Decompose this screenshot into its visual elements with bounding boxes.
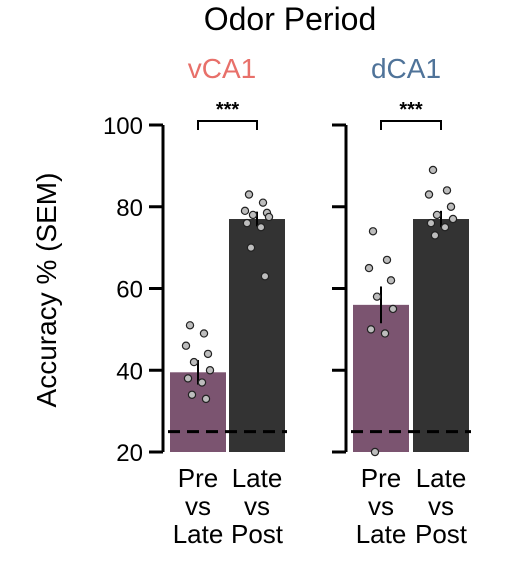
data-point xyxy=(187,390,197,399)
significance-label: *** xyxy=(216,99,240,121)
category-label: Post xyxy=(231,519,284,549)
data-point xyxy=(201,394,211,404)
data-point xyxy=(258,198,268,207)
category-label: vs xyxy=(244,491,270,521)
data-point xyxy=(382,255,392,265)
data-point xyxy=(364,263,374,273)
data-point xyxy=(264,212,274,222)
category-label: vs xyxy=(368,491,394,521)
bar xyxy=(170,372,226,452)
category-label: Late xyxy=(173,519,224,549)
significance-bracket xyxy=(197,120,258,130)
data-point xyxy=(440,222,450,232)
bar xyxy=(413,219,469,452)
data-point xyxy=(388,304,398,314)
data-point xyxy=(183,374,193,383)
data-point xyxy=(428,165,438,175)
data-point xyxy=(197,378,207,387)
data-point xyxy=(256,222,266,232)
y-tick-label: 60 xyxy=(116,277,143,304)
data-point xyxy=(199,329,209,338)
category-label: Post xyxy=(415,519,468,549)
data-point xyxy=(189,357,199,367)
data-point xyxy=(203,349,213,359)
y-tick-label: 80 xyxy=(116,195,143,222)
data-point xyxy=(442,186,452,195)
category-label: vs xyxy=(185,491,211,521)
data-point xyxy=(260,272,270,281)
data-point xyxy=(370,447,380,457)
panels: vCA120406080100PrevsLateLatevsPost***dCA… xyxy=(103,53,471,549)
data-point xyxy=(380,329,390,338)
data-point xyxy=(426,218,436,228)
data-point xyxy=(205,366,215,375)
data-point xyxy=(185,321,195,330)
data-point xyxy=(240,206,250,216)
bar xyxy=(229,219,285,452)
y-tick-label: 100 xyxy=(103,113,143,140)
data-point xyxy=(430,231,440,240)
data-point xyxy=(248,210,258,220)
category-label: Pre xyxy=(361,463,401,493)
data-point xyxy=(244,190,254,199)
data-point xyxy=(366,325,376,334)
panel-title: vCA1 xyxy=(188,53,256,84)
category-label: Late xyxy=(416,463,467,493)
category-label: Pre xyxy=(178,463,218,493)
data-point xyxy=(372,292,382,301)
data-point xyxy=(446,202,456,211)
data-point xyxy=(432,210,442,220)
bar xyxy=(353,304,409,452)
significance-bracket xyxy=(380,120,442,130)
data-point xyxy=(448,214,458,224)
data-point xyxy=(181,341,191,350)
panel-title: dCA1 xyxy=(371,53,441,84)
data-point xyxy=(386,276,396,285)
significance-label: *** xyxy=(399,99,423,121)
y-tick-label: 20 xyxy=(116,440,143,467)
y-axis-label: Accuracy % (SEM) xyxy=(31,173,62,408)
data-point xyxy=(246,243,256,252)
data-point xyxy=(242,218,252,228)
y-tick-label: 40 xyxy=(116,358,143,385)
category-label: vs xyxy=(428,491,454,521)
data-point xyxy=(368,227,378,236)
category-label: Late xyxy=(356,519,407,549)
data-point xyxy=(424,190,434,199)
chart-title: Odor Period xyxy=(204,1,377,37)
category-label: Late xyxy=(232,463,283,493)
